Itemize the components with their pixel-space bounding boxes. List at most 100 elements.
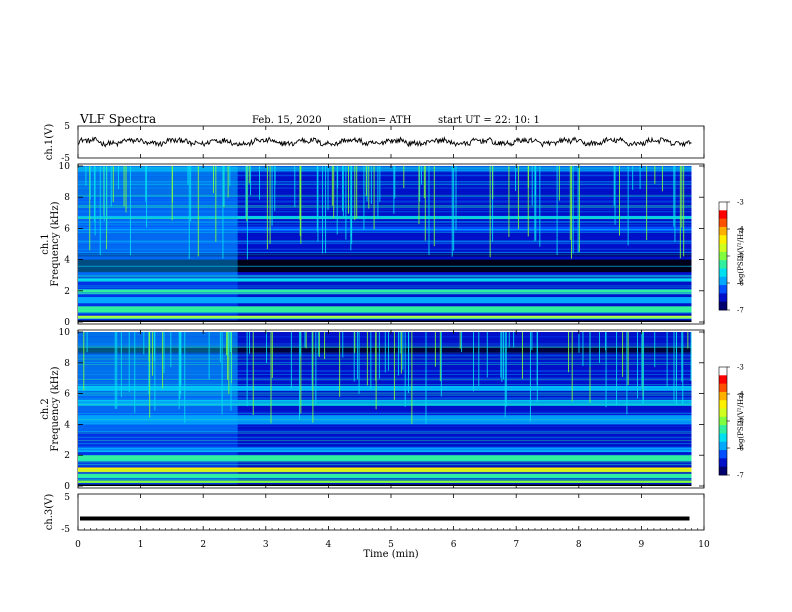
spec-band bbox=[78, 289, 692, 294]
spec-line bbox=[78, 276, 692, 277]
spec-line bbox=[78, 280, 692, 282]
colorbar-label: log(PSD)(V²/Hz) bbox=[737, 227, 745, 284]
colorbar-tick-label: -6 bbox=[737, 280, 744, 288]
spec-sferic bbox=[274, 166, 276, 185]
colorbar-segment bbox=[719, 375, 727, 385]
spec-sferic bbox=[353, 332, 355, 382]
ch1-ytick-bottom: -5 bbox=[61, 154, 70, 164]
spec-band bbox=[78, 455, 692, 462]
spec-sferic bbox=[411, 332, 413, 424]
spec-line bbox=[78, 392, 692, 394]
colorbar-segment bbox=[719, 301, 727, 311]
spec-sferic bbox=[377, 166, 379, 220]
spec-sferic bbox=[508, 166, 510, 237]
spec-line bbox=[78, 464, 692, 466]
spec-line bbox=[78, 211, 692, 213]
spec-line bbox=[78, 363, 692, 365]
spec-line bbox=[78, 206, 692, 208]
spec-line bbox=[78, 293, 692, 295]
spec-sferic bbox=[399, 332, 401, 354]
spec-line bbox=[78, 479, 692, 481]
ch1-waveform-trace bbox=[77, 135, 692, 148]
colorbar-segment bbox=[719, 276, 727, 286]
spec-sferic bbox=[245, 166, 247, 218]
spec-line bbox=[78, 419, 692, 421]
spec-sferic bbox=[227, 332, 229, 357]
spec-ytick-label: 0 bbox=[64, 318, 70, 328]
spec-sferic bbox=[252, 332, 254, 415]
spec-line bbox=[78, 425, 692, 427]
spec-line bbox=[78, 397, 692, 399]
spec-sferic bbox=[227, 166, 229, 198]
spec-sferic bbox=[246, 332, 248, 407]
x-tick-label: 2 bbox=[200, 540, 206, 550]
spec-line bbox=[78, 168, 692, 170]
spec-sferic bbox=[146, 166, 148, 228]
spec-sferic bbox=[145, 166, 147, 202]
spec-sferic bbox=[570, 166, 572, 259]
x-tick-label: 4 bbox=[326, 540, 332, 550]
spec-sferic bbox=[646, 166, 648, 241]
spec-sferic bbox=[402, 332, 404, 370]
colorbar-segment bbox=[719, 458, 727, 468]
spec-sferic bbox=[642, 332, 644, 402]
x-tick-label: 3 bbox=[263, 540, 269, 550]
spec-sferic bbox=[478, 332, 480, 386]
spec-line bbox=[78, 380, 692, 382]
spec-sferic bbox=[356, 166, 358, 219]
spec-sferic bbox=[492, 166, 494, 200]
colorbar-segment bbox=[719, 400, 727, 409]
x-tick-label: 8 bbox=[576, 540, 582, 550]
spec-sferic bbox=[419, 166, 421, 202]
spec-sferic bbox=[148, 332, 150, 362]
spec-sferic bbox=[558, 166, 560, 201]
spec-sferic bbox=[676, 332, 678, 382]
spec-sferic bbox=[654, 332, 656, 368]
ch3-waveform-trace bbox=[80, 516, 690, 521]
spec-line bbox=[78, 393, 692, 395]
colorbar-segment bbox=[719, 285, 727, 294]
spec-sferic bbox=[152, 332, 154, 376]
spec-sferic bbox=[366, 332, 368, 386]
spec-line bbox=[78, 384, 692, 385]
spec-sferic bbox=[370, 332, 372, 390]
spec-sferic bbox=[179, 332, 181, 399]
colorbar-tick-label: -7 bbox=[737, 307, 744, 315]
spec-sferic bbox=[641, 332, 643, 387]
spec-ytick-label: 6 bbox=[64, 390, 70, 400]
colorbar-segment bbox=[719, 441, 727, 451]
spec-line bbox=[78, 229, 692, 231]
spec-sferic bbox=[535, 166, 537, 241]
colorbar-segment bbox=[719, 425, 727, 434]
spec-baseline bbox=[78, 320, 692, 322]
spec-line bbox=[78, 183, 692, 185]
colorbar-segment bbox=[719, 218, 727, 228]
spec-sferic bbox=[614, 166, 616, 225]
spec-sferic bbox=[394, 166, 396, 199]
spec-sferic bbox=[153, 332, 155, 362]
spec-line bbox=[78, 345, 692, 347]
spec-line bbox=[78, 224, 692, 226]
colorbar-segment bbox=[719, 235, 727, 244]
spec-sferic bbox=[489, 166, 491, 258]
spec-sferic bbox=[569, 166, 571, 240]
spec-sferic bbox=[508, 332, 510, 348]
spec-line bbox=[78, 386, 692, 388]
spec-sferic bbox=[350, 166, 352, 238]
spec-sferic bbox=[266, 166, 268, 250]
spec-ytick-label: 4 bbox=[64, 256, 70, 266]
spec-line bbox=[78, 336, 692, 338]
ch3-waveform-ylabel: ch.3(V) bbox=[44, 494, 55, 531]
spec-sferic bbox=[222, 166, 224, 259]
spec-sferic bbox=[378, 332, 380, 379]
colorbar-segment bbox=[719, 367, 727, 376]
spec-line bbox=[78, 231, 692, 233]
spec-sferic bbox=[317, 332, 319, 357]
spec-line bbox=[78, 469, 692, 471]
spec-sferic bbox=[357, 332, 359, 380]
spec-line bbox=[78, 251, 692, 253]
spec-sferic bbox=[425, 332, 427, 424]
spec-sferic bbox=[375, 332, 377, 381]
spec-sferic bbox=[116, 332, 118, 409]
colorbar-tick-label: -4 bbox=[737, 226, 744, 234]
